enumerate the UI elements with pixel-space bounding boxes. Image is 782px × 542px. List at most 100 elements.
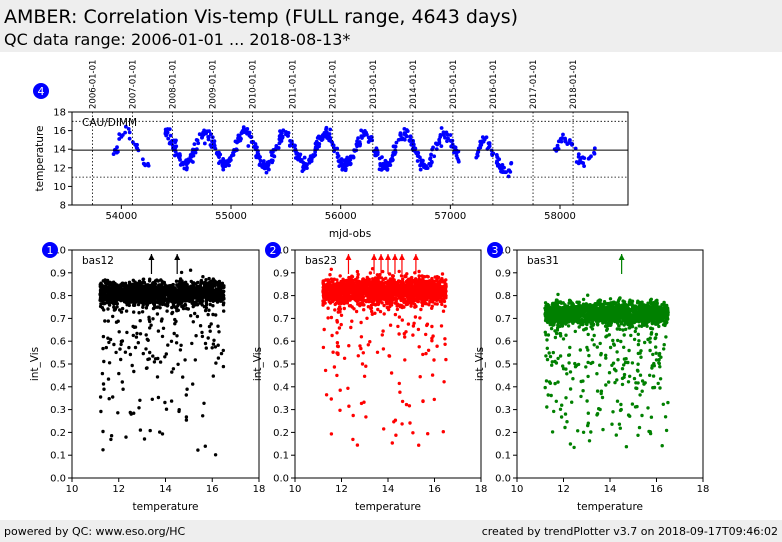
data-point xyxy=(328,127,333,132)
data-point xyxy=(384,276,388,280)
data-point xyxy=(371,302,376,306)
data-point xyxy=(369,299,374,304)
x-tick-label: 10 xyxy=(289,484,302,495)
data-point xyxy=(487,144,492,148)
data-point xyxy=(441,430,445,434)
outlier-arrow-head xyxy=(148,254,155,260)
data-point xyxy=(404,402,409,407)
data-point xyxy=(212,139,217,144)
data-point xyxy=(141,303,145,307)
data-point xyxy=(442,279,446,283)
data-point xyxy=(198,294,202,298)
data-point xyxy=(228,156,232,161)
data-point xyxy=(438,299,442,304)
y-tick-label: 0.6 xyxy=(273,337,289,348)
data-point xyxy=(629,333,633,338)
data-point xyxy=(398,279,402,284)
data-point xyxy=(415,151,420,156)
data-point xyxy=(342,301,346,306)
data-point xyxy=(398,137,403,142)
data-point xyxy=(502,165,506,170)
chart-panel-2: 10 12 14 16 180.00.10.20.30.40.50.60.70.80.9… xyxy=(252,242,487,513)
data-point xyxy=(391,144,396,149)
data-point xyxy=(398,305,403,309)
panel-label: bas23 xyxy=(305,255,337,267)
data-point xyxy=(102,387,106,391)
data-point xyxy=(170,291,175,295)
data-point xyxy=(212,143,217,148)
data-point xyxy=(114,287,118,291)
data-point xyxy=(133,345,138,350)
data-point xyxy=(356,272,360,277)
data-point xyxy=(384,285,389,290)
data-point xyxy=(339,322,343,327)
data-point xyxy=(329,277,334,281)
data-point xyxy=(146,163,151,168)
data-point xyxy=(125,303,129,307)
data-point xyxy=(182,283,186,288)
data-point xyxy=(442,299,447,304)
data-point xyxy=(214,361,218,365)
data-point xyxy=(112,308,117,312)
data-point xyxy=(198,284,202,288)
data-point xyxy=(476,146,481,151)
data-point xyxy=(318,135,322,140)
data-point xyxy=(639,355,643,359)
data-point xyxy=(404,280,409,284)
data-point xyxy=(406,290,410,294)
data-point xyxy=(415,159,420,163)
data-point xyxy=(344,299,348,303)
panel-label: CAU/DIMM xyxy=(82,117,137,129)
data-point xyxy=(131,140,135,145)
data-point xyxy=(408,134,412,139)
data-point xyxy=(208,329,212,333)
data-point xyxy=(339,291,343,295)
data-point xyxy=(337,301,341,306)
data-point xyxy=(413,315,418,319)
data-point xyxy=(143,163,148,168)
data-point xyxy=(586,332,590,337)
data-point xyxy=(435,142,440,147)
data-points-4 xyxy=(111,124,597,179)
data-point xyxy=(131,333,135,338)
data-point xyxy=(391,286,395,290)
data-point xyxy=(127,290,131,294)
data-point xyxy=(424,332,428,337)
x-axis-label: temperature xyxy=(133,501,199,513)
data-point xyxy=(221,364,226,369)
page-subtitle: QC data range: 2006-01-01 ... 2018-08-13… xyxy=(4,30,351,49)
y-tick-label: 0.9 xyxy=(50,268,66,279)
data-point xyxy=(211,304,215,308)
outlier-arrow-head xyxy=(174,254,181,260)
data-point xyxy=(206,134,211,139)
data-point xyxy=(339,299,344,304)
data-points-1 xyxy=(98,268,226,457)
data-point xyxy=(112,342,116,347)
data-point xyxy=(328,273,332,277)
data-point xyxy=(396,324,400,329)
data-point xyxy=(198,289,202,294)
x-tick-label: 12 xyxy=(112,484,125,495)
y-tick-label: 0.7 xyxy=(50,314,66,325)
data-point xyxy=(172,153,177,158)
data-point xyxy=(379,290,383,294)
data-point xyxy=(213,279,217,284)
data-point xyxy=(148,319,152,324)
data-point xyxy=(397,284,402,288)
data-point xyxy=(174,341,179,345)
chart-panel-4: 2006-01-01 2007-01-01 2008-01-01 2009-01-01… xyxy=(33,60,629,240)
data-point xyxy=(415,298,419,303)
panel-number-badge xyxy=(42,242,58,258)
year-marker-label: 2009-01-01 xyxy=(209,60,219,109)
data-point xyxy=(269,158,274,163)
y-tick-label: 0.0 xyxy=(50,474,66,485)
y-tick-label: 0.9 xyxy=(273,268,289,279)
data-point xyxy=(438,135,443,139)
data-point xyxy=(329,267,333,271)
data-point xyxy=(127,130,132,135)
data-point xyxy=(543,385,547,390)
data-point xyxy=(326,297,330,301)
data-point xyxy=(207,276,211,281)
data-point xyxy=(158,284,162,288)
data-point xyxy=(104,345,109,350)
